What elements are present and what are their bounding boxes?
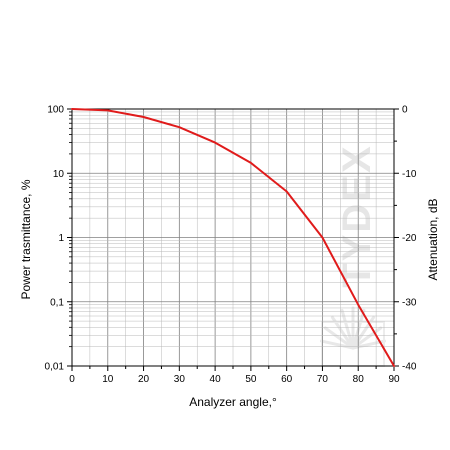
y-tick-label: 0,01 xyxy=(45,362,65,373)
series-line xyxy=(71,108,395,367)
y2-tick-label: -30 xyxy=(402,297,417,308)
x-tick-label: 90 xyxy=(388,374,400,385)
y2-tick-label: -40 xyxy=(402,362,417,373)
watermark-ray xyxy=(323,326,355,350)
y-tick-label: 10 xyxy=(53,169,65,180)
x-tick-label: 0 xyxy=(69,374,75,385)
x-tick-label: 80 xyxy=(353,374,365,385)
y-tick-label: 1 xyxy=(58,233,64,244)
x-tick-labels: 0 10 20 30 40 50 60 70 80 90 xyxy=(69,374,400,385)
watermark-text: TYDEX xyxy=(335,144,379,287)
x-axis-title: Analyzer angle,° xyxy=(189,395,277,409)
axis-ticks xyxy=(67,108,399,371)
x-tick-label: 20 xyxy=(138,374,150,385)
y2-tick-label: 0 xyxy=(402,105,408,116)
y-axis-title: Power trasmittance, % xyxy=(19,179,33,299)
x-tick-label: 30 xyxy=(174,374,186,385)
y-tick-label: 100 xyxy=(47,105,64,116)
y2-tick-labels: -40 -30 -20 -10 0 xyxy=(402,105,417,373)
y-tick-labels: 0,01 0,1 1 10 100 xyxy=(45,105,65,373)
x-tick-label: 40 xyxy=(210,374,222,385)
grid xyxy=(72,109,394,366)
series-group xyxy=(71,108,395,367)
x-tick-label: 10 xyxy=(102,374,114,385)
x-tick-label: 50 xyxy=(245,374,257,385)
y2-tick-label: -10 xyxy=(402,169,417,180)
y2-tick-label: -20 xyxy=(402,233,417,244)
watermark-ray xyxy=(340,308,355,350)
x-tick-label: 70 xyxy=(317,374,329,385)
y2-axis-title: Attenuation, dB xyxy=(426,198,440,280)
x-tick-label: 60 xyxy=(281,374,293,385)
y-tick-label: 0,1 xyxy=(50,297,64,308)
